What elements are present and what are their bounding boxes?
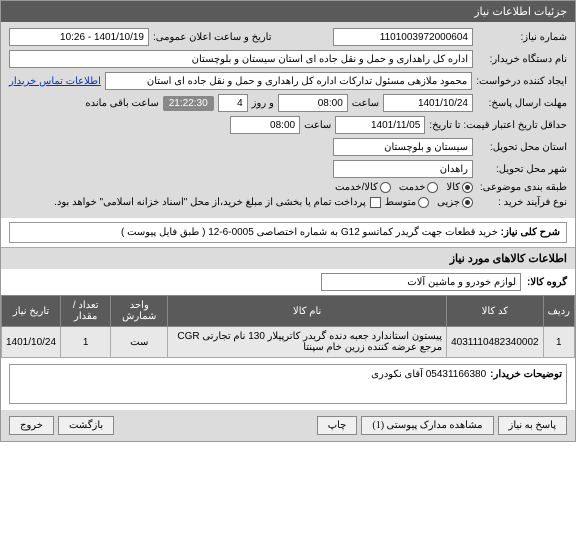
city-label: شهر محل تحویل:: [477, 164, 567, 175]
cell-date: 1401/10/24: [2, 327, 61, 358]
details-panel: جزئیات اطلاعات نیاز شماره نیاز: 11010039…: [0, 0, 576, 442]
category-radio-group: کالا خدمت کالا/خدمت: [335, 182, 473, 193]
respond-button[interactable]: پاسخ به نیاز: [498, 416, 568, 435]
cell-qty: 1: [61, 327, 111, 358]
th-unit: واحد شمارش: [111, 296, 168, 327]
radio-service[interactable]: خدمت: [399, 182, 439, 193]
panel-title: جزئیات اطلاعات نیاز: [474, 6, 567, 18]
province-field: سیستان و بلوچستان: [333, 138, 473, 156]
notes-label: توضیحات خریدار:: [490, 369, 562, 380]
back-button[interactable]: بازگشت: [58, 416, 114, 435]
panel-header: جزئیات اطلاعات نیاز: [1, 1, 575, 22]
buyer-org-field: اداره کل راهداری و حمل و نقل جاده ای است…: [9, 50, 473, 68]
table-header-row: ردیف کد کالا نام کالا واحد شمارش تعداد /…: [2, 296, 575, 327]
group-field: لوازم خودرو و ماشین آلات: [321, 273, 521, 291]
buyer-org-label: نام دستگاه خریدار:: [477, 54, 567, 65]
need-number-field: 1101003972000604: [333, 28, 473, 46]
th-name: نام کالا: [168, 296, 447, 327]
radio-partial-circle: [462, 197, 473, 208]
table-row[interactable]: 1 4031110482340002 پیستون استاندارد جعبه…: [2, 327, 575, 358]
description-label: شرح کلی نیاز:: [501, 227, 560, 238]
cell-row: 1: [543, 327, 574, 358]
announce-field: 1401/10/19 - 10:26: [9, 28, 149, 46]
radio-partial[interactable]: جزیی: [437, 197, 473, 208]
requester-label: ایجاد کننده درخواست:: [476, 76, 567, 87]
buyer-notes-box: توضیحات خریدار: 05431166380 آقای نکودری: [9, 364, 567, 404]
button-bar: پاسخ به نیاز مشاهده مدارک پیوستی (1) چاپ…: [1, 410, 575, 441]
group-label: گروه کالا:: [527, 277, 567, 288]
radio-goods[interactable]: کالا: [446, 182, 473, 193]
day-label: و روز: [252, 98, 274, 109]
print-button[interactable]: چاپ: [317, 416, 358, 435]
time-label-1: ساعت: [352, 98, 379, 109]
radio-service-circle: [427, 182, 438, 193]
validity-time-field: 08:00: [230, 116, 300, 134]
cell-code: 4031110482340002: [447, 327, 544, 358]
btn-group-left: بازگشت خروج: [9, 416, 114, 435]
th-code: کد کالا: [447, 296, 544, 327]
description-text: خرید قطعات جهت گریدر کماتسو G12 به شماره…: [121, 227, 498, 238]
th-qty: تعداد / مقدار: [61, 296, 111, 327]
process-label: نوع فرآیند خرید :: [477, 197, 567, 208]
payment-checkbox[interactable]: [370, 197, 381, 208]
category-label: طبقه بندی موضوعی:: [477, 182, 567, 193]
radio-goods-circle: [462, 182, 473, 193]
form-area: شماره نیاز: 1101003972000604 تاریخ و ساع…: [1, 22, 575, 218]
group-row: گروه کالا: لوازم خودرو و ماشین آلات: [1, 269, 575, 295]
btn-group-right: پاسخ به نیاز مشاهده مدارک پیوستی (1) چاپ: [317, 416, 567, 435]
notes-text: 05431166380 آقای نکودری: [371, 369, 486, 380]
radio-partial-label: جزیی: [437, 197, 460, 208]
th-date: تاریخ نیاز: [2, 296, 61, 327]
payment-note: پرداخت تمام یا بخشی از مبلغ خرید،از محل …: [54, 197, 366, 208]
radio-both-circle: [380, 182, 391, 193]
radio-service-label: خدمت: [399, 182, 426, 193]
countdown-timer: 21:22:30: [163, 96, 214, 111]
radio-goods-label: کالا: [446, 182, 460, 193]
validity-date-field: 1401/11/05: [335, 116, 425, 134]
radio-both[interactable]: کالا/خدمت: [335, 182, 391, 193]
description-box: شرح کلی نیاز: خرید قطعات جهت گریدر کماتس…: [9, 222, 567, 243]
cell-name: پیستون استاندارد جعبه دنده گریدر کاترپیل…: [168, 327, 447, 358]
announce-label: تاریخ و ساعت اعلان عمومی:: [153, 32, 272, 43]
city-field: راهدان: [333, 160, 473, 178]
deadline-label: مهلت ارسال پاسخ:: [477, 98, 567, 109]
radio-medium-circle: [418, 197, 429, 208]
days-remaining-field: 4: [218, 94, 248, 112]
radio-medium[interactable]: متوسط: [385, 197, 429, 208]
province-label: استان محل تحویل:: [477, 142, 567, 153]
contact-link[interactable]: اطلاعات تماس خریدار: [9, 76, 101, 87]
validity-label: حداقل تاریخ اعتبار قیمت: تا تاریخ:: [429, 120, 567, 131]
radio-both-label: کالا/خدمت: [335, 182, 378, 193]
th-row: ردیف: [543, 296, 574, 327]
requester-field: محمود ملازهی مسئول تدارکات اداره کل راهد…: [105, 72, 472, 90]
process-radio-group: جزیی متوسط: [385, 197, 473, 208]
time-label-2: ساعت: [304, 120, 331, 131]
deadline-date-field: 1401/10/24: [383, 94, 473, 112]
attachments-button[interactable]: مشاهده مدارک پیوستی (1): [361, 416, 493, 435]
remaining-text: ساعت باقی مانده: [85, 98, 158, 109]
need-number-label: شماره نیاز:: [477, 32, 567, 43]
items-table: ردیف کد کالا نام کالا واحد شمارش تعداد /…: [1, 295, 575, 358]
items-section-title: اطلاعات کالاهای مورد نیاز: [1, 247, 575, 269]
deadline-time-field: 08:00: [278, 94, 348, 112]
exit-button[interactable]: خروج: [9, 416, 54, 435]
radio-medium-label: متوسط: [385, 197, 416, 208]
cell-unit: ست: [111, 327, 168, 358]
